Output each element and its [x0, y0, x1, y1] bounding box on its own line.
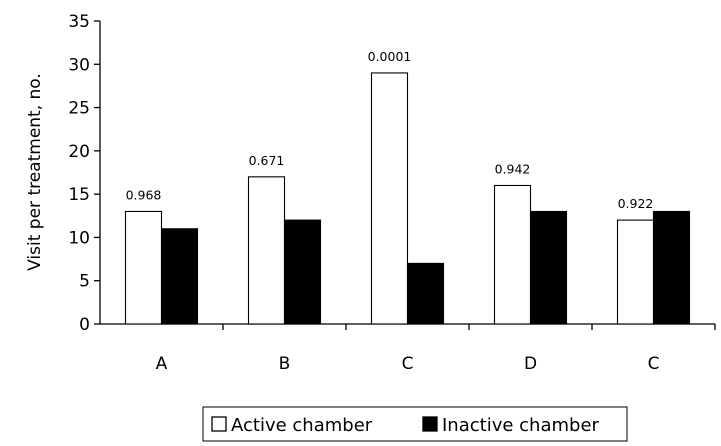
p-value-label: 0.671	[249, 153, 285, 168]
p-value-label: 0.968	[126, 187, 162, 202]
bar-inactive	[283, 219, 322, 325]
bar-active	[247, 176, 286, 325]
bar-active	[370, 72, 409, 325]
y-tick-label: 25	[68, 99, 90, 119]
legend: Active chamber Inactive chamber	[202, 406, 628, 442]
legend-box	[202, 406, 628, 442]
p-value-label: 0.942	[495, 161, 531, 176]
category-label: D	[524, 354, 537, 374]
legend-label-inactive: Inactive chamber	[442, 415, 600, 436]
p-value-label: 0.0001	[368, 49, 412, 64]
legend-swatch-active	[211, 416, 227, 432]
legend-label-active: Active chamber	[231, 415, 373, 436]
bar-inactive	[406, 262, 445, 325]
category-label: C	[648, 354, 660, 374]
bar-active	[493, 184, 532, 325]
bar-inactive	[652, 210, 691, 325]
category-label: A	[156, 354, 168, 374]
category-label: B	[279, 354, 291, 374]
legend-swatch-inactive	[422, 416, 438, 432]
y-tick-label: 30	[68, 55, 90, 75]
y-tick-label: 15	[68, 185, 90, 205]
p-value-label: 0.922	[618, 196, 654, 211]
y-tick-label: 10	[68, 228, 90, 248]
y-axis-title: Visit per treatment, no.	[25, 73, 45, 271]
plot-area: 0 5 10 15 20 25 30 35 0.968 A 0.671 B 0.0001 C 0.942 D 0…	[68, 12, 716, 374]
bar-active	[616, 219, 655, 325]
bar-inactive	[160, 228, 199, 325]
y-tick-label: 5	[79, 272, 90, 292]
y-tick-label: 0	[79, 315, 90, 335]
bar-active	[124, 210, 163, 325]
y-tick-label: 20	[68, 142, 90, 162]
bar-inactive	[529, 210, 568, 325]
category-label: C	[402, 354, 414, 374]
y-tick-label: 35	[68, 12, 90, 32]
